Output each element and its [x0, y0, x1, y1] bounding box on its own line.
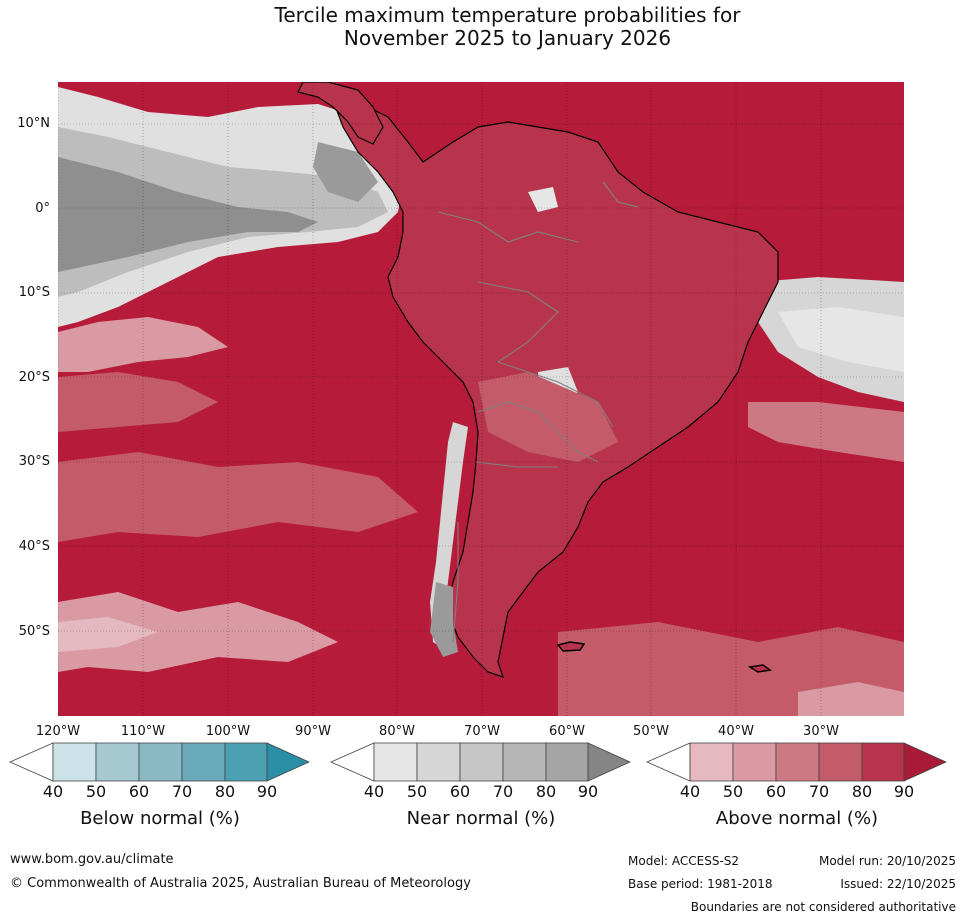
- lon-label-120w: 120°W: [35, 724, 81, 739]
- lat-label-10n: 10°N: [17, 116, 50, 131]
- country-borders: [437, 181, 639, 643]
- falkland-islands: [556, 641, 586, 652]
- near-normal-swatch-over-90: [587, 742, 631, 782]
- near-normal-swatch-50-60: [416, 742, 461, 782]
- lat-label-20s: 20°S: [18, 370, 50, 385]
- south-georgia: [747, 664, 772, 673]
- below-normal-tick-90: 90: [256, 782, 278, 801]
- near-normal-colorbar: [330, 742, 631, 782]
- above-normal-colorbar: [646, 742, 947, 782]
- lon-label-40w: 40°W: [718, 724, 754, 739]
- map-canvas: [58, 82, 904, 716]
- near-normal-caption: Near normal (%): [406, 808, 556, 829]
- atlantic-south-pale: [798, 682, 904, 716]
- lon-label-80w: 80°W: [379, 724, 415, 739]
- model-name: Model: ACCESS-S2: [628, 854, 740, 868]
- lat-label-30s: 30°S: [18, 454, 50, 469]
- central-america-outline: [297, 82, 384, 145]
- lat-label-10s: 10°S: [18, 285, 50, 300]
- near-normal-tick-40: 40: [363, 782, 385, 801]
- below-normal-swatch-under-40: [9, 742, 54, 782]
- above-normal-swatch-80-90: [861, 742, 905, 782]
- below-normal-tick-50: 50: [85, 782, 107, 801]
- lon-label-50w: 50°W: [633, 724, 669, 739]
- patagonia-grey: [430, 582, 458, 657]
- title-line-1: Tercile maximum temperature probabilitie…: [274, 3, 741, 27]
- pacific-pale-band-2: [58, 372, 218, 432]
- chart-title: Tercile maximum temperature probabilitie…: [0, 4, 965, 50]
- near-normal-tick-90: 90: [577, 782, 599, 801]
- pacific-pale-band: [58, 317, 228, 372]
- near-normal-tick-60: 60: [449, 782, 471, 801]
- above-normal-swatch-50-60: [732, 742, 777, 782]
- above-normal-caption: Above normal (%): [715, 808, 879, 829]
- lon-label-30w: 30°W: [803, 724, 839, 739]
- lat-label-50s: 50°S: [18, 624, 50, 639]
- pacific-near-normal-patch: [313, 142, 378, 202]
- above-normal-swatch-60-70: [775, 742, 820, 782]
- graticule: [58, 82, 904, 716]
- south-pacific-moderate: [58, 452, 418, 542]
- pacific-near-normal-core: [58, 157, 318, 272]
- model-run-date: Model run: 20/10/2025: [818, 854, 956, 868]
- lon-label-100w: 100°W: [205, 724, 251, 739]
- below-normal-colorbar: [9, 742, 310, 782]
- base-period: Base period: 1981-2018: [628, 877, 773, 891]
- lon-label-60w: 60°W: [549, 724, 585, 739]
- probability-map: [58, 82, 904, 716]
- near-normal-swatch-40-50: [373, 742, 418, 782]
- below-normal-swatch-70-80: [181, 742, 226, 782]
- title-line-2: November 2025 to January 2026: [343, 26, 672, 50]
- below-normal-tick-70: 70: [171, 782, 193, 801]
- below-normal-tick-60: 60: [128, 782, 150, 801]
- near-normal-swatch-60-70: [459, 742, 504, 782]
- website-link[interactable]: www.bom.gov.au/climate: [10, 852, 174, 867]
- below-normal-tick-40: 40: [42, 782, 64, 801]
- lat-label-0: 0°: [35, 201, 50, 216]
- near-normal-swatch-80-90: [545, 742, 589, 782]
- above-normal-swatch-40-50: [689, 742, 734, 782]
- above-normal-swatch-under-40: [646, 742, 691, 782]
- above-normal-tick-90: 90: [893, 782, 915, 801]
- issued-date: Issued: 22/10/2025: [840, 877, 956, 891]
- above-normal-swatch-70-80: [818, 742, 863, 782]
- lon-label-90w: 90°W: [295, 724, 331, 739]
- lat-label-40s: 40°S: [18, 539, 50, 554]
- near-normal-swatch-under-40: [330, 742, 375, 782]
- above-normal-tick-70: 70: [808, 782, 830, 801]
- lon-label-70w: 70°W: [464, 724, 500, 739]
- above-normal-tick-50: 50: [722, 782, 744, 801]
- below-normal-caption: Below normal (%): [80, 808, 240, 829]
- near-normal-tick-70: 70: [492, 782, 514, 801]
- near-normal-tick-50: 50: [406, 782, 428, 801]
- below-normal-swatch-80-90: [224, 742, 268, 782]
- south-pacific-pale: [58, 592, 338, 672]
- above-normal-tick-80: 80: [851, 782, 873, 801]
- south-pacific-pale-inner: [58, 617, 158, 652]
- continent-moderate-region: [478, 372, 618, 462]
- lon-label-110w: 110°W: [120, 724, 166, 739]
- below-normal-swatch-over-90: [266, 742, 310, 782]
- above-normal-tick-40: 40: [679, 782, 701, 801]
- near-normal-tick-80: 80: [535, 782, 557, 801]
- boundaries-disclaimer: Boundaries are not considered authoritat…: [690, 900, 956, 914]
- below-normal-swatch-50-60: [95, 742, 140, 782]
- copyright-text: © Commonwealth of Australia 2025, Austra…: [10, 876, 471, 891]
- above-normal-swatch-over-90: [903, 742, 947, 782]
- atlantic-near-normal-inner: [778, 307, 904, 372]
- below-normal-tick-80: 80: [214, 782, 236, 801]
- below-normal-swatch-60-70: [138, 742, 183, 782]
- venezuela-pale-patch: [528, 187, 558, 212]
- near-normal-swatch-70-80: [502, 742, 547, 782]
- above-normal-tick-60: 60: [765, 782, 787, 801]
- atlantic-pale-band: [748, 402, 904, 462]
- below-normal-swatch-40-50: [52, 742, 97, 782]
